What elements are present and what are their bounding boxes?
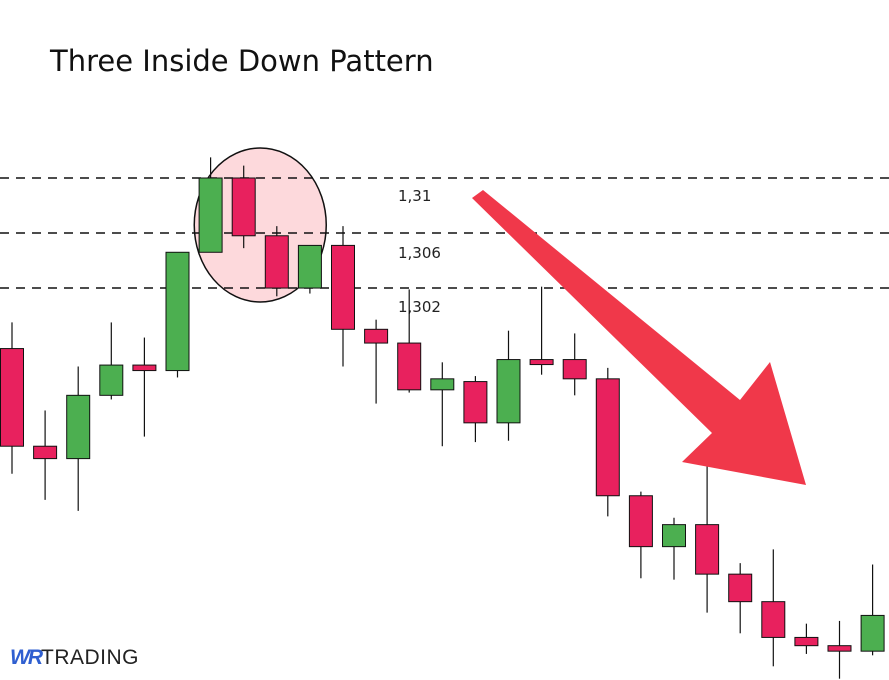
bearish-candle xyxy=(264,226,289,297)
bearish-candle xyxy=(628,491,653,579)
candle-body xyxy=(662,524,686,548)
candle-body xyxy=(595,378,620,497)
candle-body xyxy=(827,645,852,652)
candle-body xyxy=(231,177,256,237)
price-level-label: 1,302 xyxy=(398,298,441,316)
bearish-candle xyxy=(695,454,720,613)
bearish-candle xyxy=(33,410,58,500)
bearish-candle xyxy=(595,367,620,517)
bearish-candle xyxy=(827,620,852,679)
candle-body xyxy=(695,524,720,575)
candle-body xyxy=(264,235,289,289)
bullish-candle xyxy=(99,322,124,400)
chart-title: Three Inside Down Pattern xyxy=(50,44,434,78)
candle-body xyxy=(0,348,24,447)
bullish-candle xyxy=(662,517,686,580)
bearish-candle xyxy=(529,286,554,375)
bearish-candle xyxy=(231,165,256,249)
candle-body xyxy=(66,394,91,460)
candle-body xyxy=(198,177,223,253)
bullish-candle xyxy=(66,366,91,511)
bearish-candle xyxy=(463,376,488,443)
bearish-candle xyxy=(364,319,389,404)
bearish-candle xyxy=(562,333,587,396)
candle-body xyxy=(761,601,786,638)
bearish-candle xyxy=(0,322,24,474)
candle-body xyxy=(463,381,488,424)
candle-body xyxy=(430,378,455,391)
pattern-highlight-circle xyxy=(193,147,327,303)
bearish-candle xyxy=(794,623,819,654)
bearish-candle xyxy=(761,549,786,667)
candle-body xyxy=(794,636,819,647)
bearish-candle xyxy=(397,289,422,393)
bullish-candle xyxy=(430,362,455,447)
candle-body xyxy=(628,495,653,548)
logo-wr: WR xyxy=(10,646,43,669)
bullish-candle xyxy=(860,564,885,656)
candle-body xyxy=(860,614,885,652)
candle-body xyxy=(165,251,190,372)
wr-trading-logo: WRTRADING xyxy=(10,646,139,670)
down-trend-arrow-icon xyxy=(472,190,806,485)
candle-body xyxy=(728,573,753,603)
candle-body xyxy=(529,359,554,366)
bearish-candle xyxy=(132,337,157,437)
bullish-candle xyxy=(198,157,223,253)
price-level-label: 1,306 xyxy=(398,244,441,262)
candle-body xyxy=(496,359,521,424)
bullish-candle xyxy=(165,251,190,378)
candle-body xyxy=(132,364,157,372)
bullish-candle xyxy=(297,244,322,294)
candle-body xyxy=(99,364,124,396)
candle-body xyxy=(33,445,58,460)
bearish-candle xyxy=(331,226,355,367)
candle-body xyxy=(331,244,355,330)
candle-body xyxy=(397,342,422,391)
logo-trading: TRADING xyxy=(41,646,139,669)
candle-body xyxy=(297,244,322,289)
candle-body xyxy=(562,359,587,380)
price-level-label: 1,31 xyxy=(398,187,431,205)
candle-body xyxy=(364,328,389,344)
bearish-candle xyxy=(728,563,753,634)
bullish-candle xyxy=(496,330,521,441)
